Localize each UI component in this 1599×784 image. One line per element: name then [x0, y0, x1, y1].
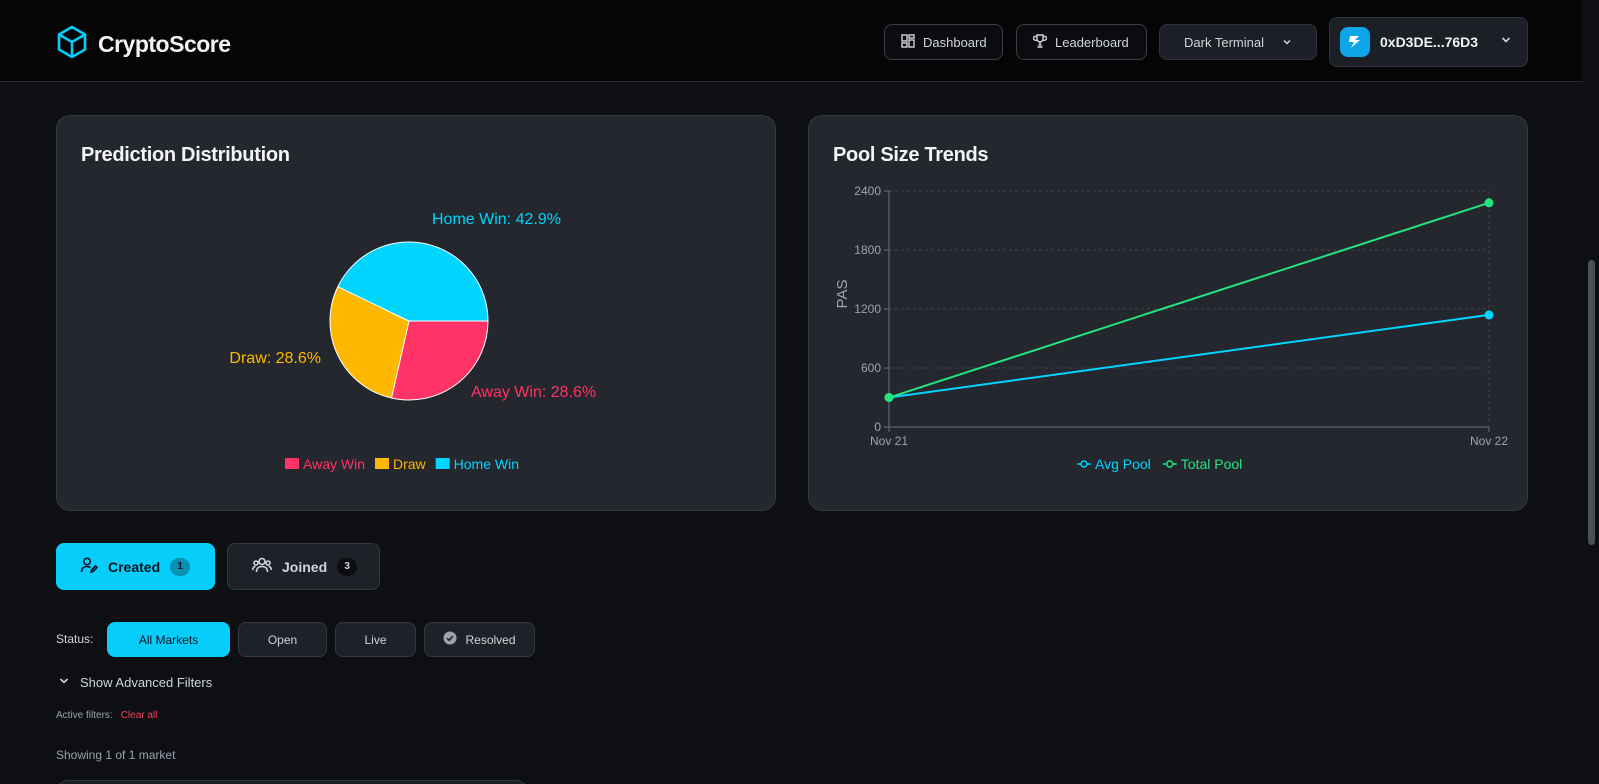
users-icon [252, 556, 272, 577]
show-advanced-filters-toggle[interactable]: Show Advanced Filters [58, 675, 212, 690]
market-card-partial[interactable] [56, 780, 528, 784]
y-tick-label: 600 [861, 361, 881, 375]
tab-created[interactable]: Created 1 [56, 543, 215, 590]
y-axis-label: PAS [834, 280, 851, 309]
tab-joined[interactable]: Joined 3 [227, 543, 380, 590]
wallet-button[interactable]: 0xD3DE...76D3 [1329, 17, 1528, 67]
pie-slice-away-win[interactable] [390, 320, 489, 401]
prediction-distribution-card: Prediction Distribution Away Win: 28.6% D… [56, 115, 776, 511]
status-chip-label: All Markets [138, 632, 199, 647]
wallet-address: 0xD3DE...76D3 [1380, 34, 1479, 50]
status-chip-label: Live [364, 632, 387, 647]
legend-item[interactable]: Draw [393, 456, 427, 472]
series-line-avg-pool [888, 313, 1490, 399]
clear-all-link[interactable]: Clear all [120, 710, 158, 721]
y-tick-label: 2400 [854, 184, 881, 198]
active-filters-row: Active filters: Clear all [56, 710, 157, 721]
legend-item[interactable]: Total Pool [1181, 456, 1242, 472]
theme-select-value: Dark Terminal [1184, 34, 1264, 50]
legend-dot-icon [1166, 460, 1174, 468]
tab-joined-count: 3 [337, 557, 358, 576]
chevron-down-icon [1282, 35, 1292, 50]
pie-slice-home-win[interactable] [337, 241, 489, 322]
brand-logo[interactable]: CryptoScore [56, 25, 231, 64]
status-chip-live[interactable]: Live [335, 622, 416, 657]
status-filter-label: Status: [56, 632, 94, 646]
wallet-avatar-icon [1340, 27, 1370, 57]
brand-name: CryptoScore [98, 31, 231, 57]
status-chip-open[interactable]: Open [238, 622, 327, 657]
legend-swatch [374, 458, 389, 469]
pool-size-trends-card: Pool Size Trends 2400 1800 1200 600 0 Nov 21 N… [808, 115, 1528, 511]
dashboard-label: Dashboard [923, 34, 987, 50]
y-tick-label: 1200 [854, 302, 881, 316]
dashboard-button[interactable]: Dashboard [884, 24, 1003, 60]
scrollbar-thumb[interactable] [1588, 260, 1595, 545]
legend-dot-icon [1080, 460, 1088, 468]
legend-swatch [435, 458, 450, 469]
pie-slice-label: Home Win: 42.9% [432, 211, 561, 228]
grid-icon [901, 33, 915, 51]
legend-swatch [285, 458, 299, 469]
trophy-icon [1032, 33, 1048, 51]
card-title: Pool Size Trends [833, 144, 989, 166]
y-tick-label: 1800 [854, 243, 881, 257]
tab-created-label: Created [108, 558, 161, 575]
series-line-total-pool [888, 201, 1490, 399]
tab-created-count: 1 [170, 557, 191, 576]
top-header: CryptoScore Dashboard Leaderboard Dark T… [0, 0, 1582, 82]
card-title: Prediction Distribution [81, 144, 290, 166]
cube-icon [56, 25, 88, 64]
pie-slice-label: Away Win: 28.6% [471, 384, 596, 401]
status-chip-label: Open [267, 632, 298, 647]
status-chip-all-markets[interactable]: All Markets [107, 622, 230, 657]
data-point[interactable] [1484, 198, 1494, 208]
pie-slice-draw[interactable] [329, 286, 410, 399]
legend-item[interactable]: Home Win [454, 456, 519, 472]
active-filters-label: Active filters: [56, 710, 113, 721]
data-point[interactable] [884, 393, 894, 402]
legend-item[interactable]: Avg Pool [1095, 456, 1151, 472]
results-count: Showing 1 of 1 market [56, 748, 176, 762]
pie-slice-label: Draw: 28.6% [229, 350, 321, 367]
status-chip-label: Resolved [465, 632, 516, 647]
data-point[interactable] [1484, 310, 1494, 320]
pie-chart: Away Win: 28.6% Draw: 28.6% Home Win: 42.9… [229, 211, 596, 472]
y-tick-label: 0 [874, 420, 881, 434]
legend-item[interactable]: Away Win [303, 456, 365, 472]
tab-joined-label: Joined [282, 558, 328, 575]
leaderboard-label: Leaderboard [1055, 34, 1129, 50]
user-edit-icon [80, 556, 99, 577]
x-tick-label: Nov 22 [1470, 434, 1508, 448]
x-tick-label: Nov 21 [870, 434, 908, 448]
theme-select[interactable]: Dark Terminal [1159, 24, 1317, 60]
advanced-filters-label: Show Advanced Filters [80, 675, 213, 690]
check-circle-icon [443, 631, 457, 648]
chevron-down-icon [1500, 33, 1512, 51]
status-chip-resolved[interactable]: Resolved [424, 622, 535, 657]
chevron-down-icon [58, 675, 70, 690]
leaderboard-button[interactable]: Leaderboard [1016, 24, 1147, 60]
